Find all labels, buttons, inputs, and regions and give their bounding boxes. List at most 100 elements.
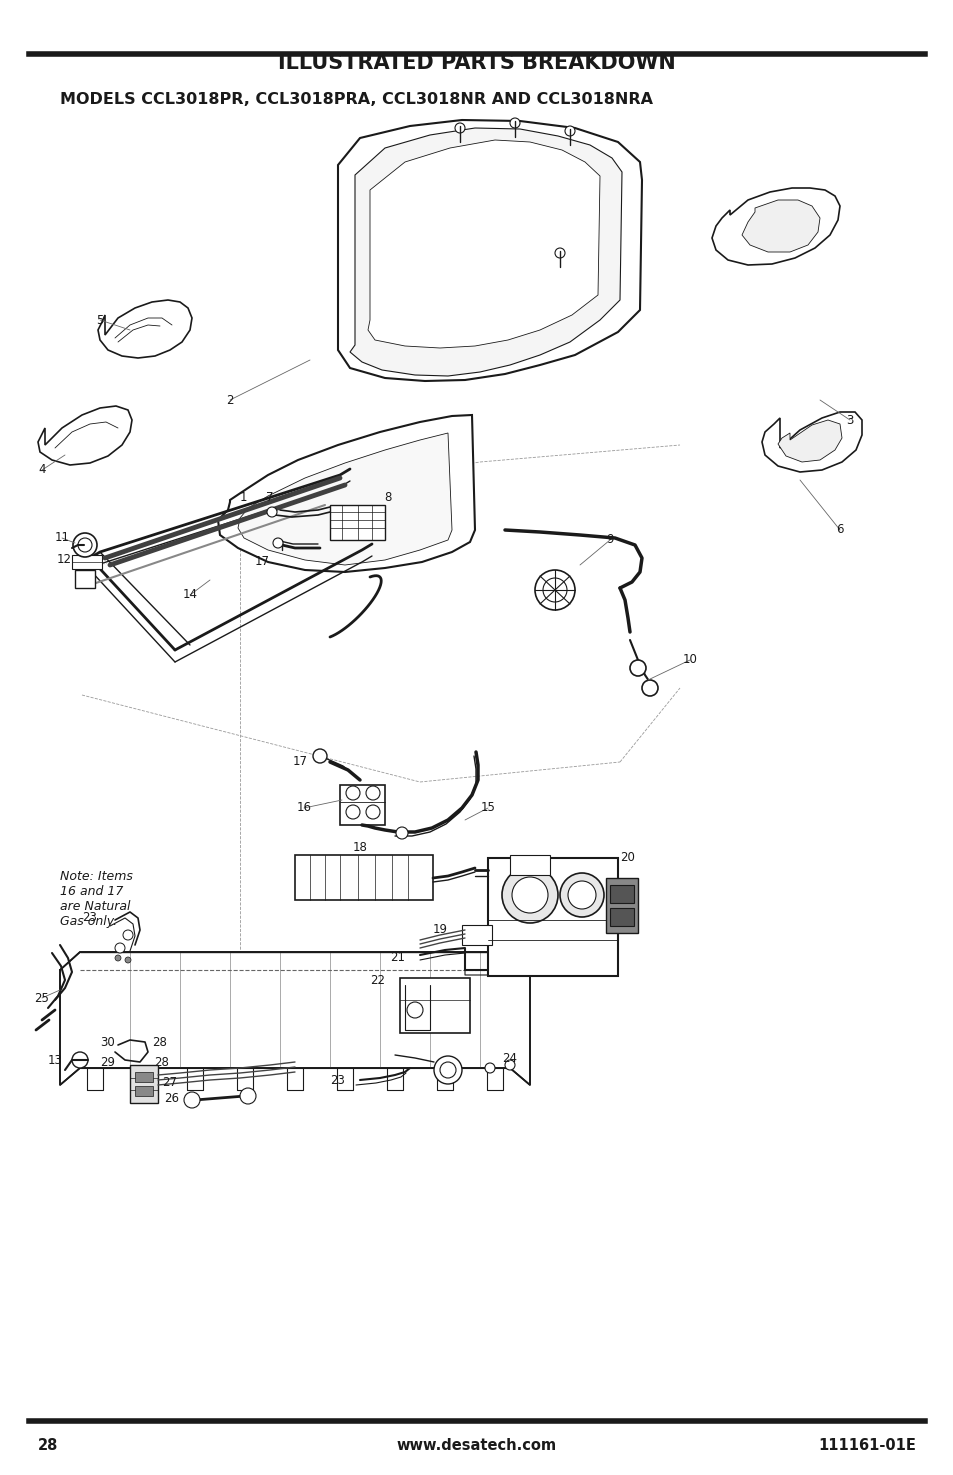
Circle shape — [641, 680, 658, 696]
Polygon shape — [711, 187, 840, 266]
Circle shape — [73, 532, 97, 558]
Bar — [130, 1065, 158, 1103]
Text: 25: 25 — [34, 991, 50, 1004]
Text: 12: 12 — [56, 553, 71, 566]
Text: 28: 28 — [38, 1438, 58, 1453]
Bar — [461, 925, 492, 945]
Circle shape — [504, 1061, 515, 1069]
Bar — [135, 1072, 152, 1083]
Text: 3: 3 — [845, 413, 853, 426]
Text: www.desatech.com: www.desatech.com — [396, 1438, 557, 1453]
Polygon shape — [350, 128, 621, 376]
Circle shape — [439, 1062, 456, 1078]
Polygon shape — [98, 299, 192, 358]
Polygon shape — [778, 420, 841, 462]
Circle shape — [555, 248, 564, 258]
Text: Note: Items
16 and 17
are Natural
Gas only.: Note: Items 16 and 17 are Natural Gas on… — [60, 870, 132, 928]
Text: 2: 2 — [226, 394, 233, 407]
Circle shape — [346, 786, 359, 799]
Text: 4: 4 — [38, 463, 46, 476]
Text: 11: 11 — [54, 531, 70, 544]
Text: 17: 17 — [293, 755, 307, 768]
Bar — [605, 878, 638, 934]
Circle shape — [184, 1092, 200, 1108]
Bar — [71, 555, 102, 569]
Circle shape — [484, 1063, 495, 1072]
Circle shape — [629, 659, 645, 676]
Circle shape — [267, 507, 276, 518]
Text: 20: 20 — [619, 851, 635, 864]
Circle shape — [559, 873, 603, 917]
Circle shape — [313, 749, 327, 763]
Circle shape — [115, 954, 121, 962]
Polygon shape — [761, 412, 862, 472]
Text: 28: 28 — [154, 1056, 170, 1068]
Text: 5: 5 — [96, 314, 104, 326]
Polygon shape — [38, 406, 132, 465]
Text: 9: 9 — [605, 534, 613, 547]
Circle shape — [366, 786, 379, 799]
Bar — [330, 504, 385, 540]
Text: ILLUSTRATED PARTS BREAKDOWN: ILLUSTRATED PARTS BREAKDOWN — [278, 53, 675, 72]
Text: 22: 22 — [370, 974, 385, 987]
Circle shape — [273, 538, 283, 549]
Circle shape — [407, 1002, 422, 1018]
Text: 1: 1 — [239, 491, 247, 504]
Text: 30: 30 — [100, 1035, 115, 1049]
Polygon shape — [218, 414, 475, 572]
Text: 29: 29 — [100, 1056, 115, 1068]
Bar — [488, 858, 618, 976]
Circle shape — [395, 827, 408, 839]
Text: 8: 8 — [384, 491, 392, 504]
Text: 10: 10 — [681, 653, 697, 667]
Polygon shape — [60, 951, 530, 1086]
Bar — [135, 1086, 152, 1096]
Text: 13: 13 — [48, 1053, 62, 1066]
Text: 26: 26 — [164, 1092, 179, 1105]
Circle shape — [535, 569, 575, 611]
Circle shape — [567, 881, 596, 909]
Circle shape — [71, 1052, 88, 1068]
Circle shape — [115, 943, 125, 953]
Text: 14: 14 — [182, 589, 197, 602]
Text: 7: 7 — [266, 491, 274, 504]
Bar — [294, 855, 433, 900]
Text: 16: 16 — [296, 801, 312, 814]
Circle shape — [123, 931, 132, 940]
Circle shape — [78, 538, 91, 552]
Bar — [399, 978, 470, 1032]
Polygon shape — [337, 119, 641, 381]
Text: 27: 27 — [162, 1075, 177, 1089]
Polygon shape — [741, 201, 820, 252]
Circle shape — [510, 118, 519, 128]
Text: 15: 15 — [480, 801, 495, 814]
Text: 21: 21 — [390, 951, 405, 965]
Text: 23: 23 — [83, 912, 97, 925]
Circle shape — [542, 578, 566, 602]
Circle shape — [125, 957, 131, 963]
Bar — [510, 855, 550, 875]
Bar — [339, 785, 385, 825]
Polygon shape — [237, 434, 452, 565]
Polygon shape — [368, 140, 599, 348]
Text: 6: 6 — [836, 524, 842, 537]
Text: MODELS CCL3018PR, CCL3018PRA, CCL3018NR AND CCL3018NRA: MODELS CCL3018PR, CCL3018PRA, CCL3018NR … — [60, 93, 652, 108]
Circle shape — [434, 1056, 461, 1084]
Text: 28: 28 — [152, 1035, 168, 1049]
Text: 18: 18 — [353, 842, 367, 854]
Circle shape — [366, 805, 379, 819]
Circle shape — [512, 878, 547, 913]
Bar — [75, 569, 95, 589]
Circle shape — [346, 805, 359, 819]
Bar — [609, 885, 634, 903]
Circle shape — [455, 122, 464, 133]
Text: 17: 17 — [254, 556, 269, 568]
Circle shape — [240, 1089, 255, 1103]
Text: 23: 23 — [331, 1074, 345, 1087]
Text: 24: 24 — [502, 1052, 517, 1065]
Bar — [609, 909, 634, 926]
Text: 111161-01E: 111161-01E — [818, 1438, 915, 1453]
Circle shape — [564, 125, 575, 136]
Text: 19: 19 — [432, 923, 447, 937]
Circle shape — [501, 867, 558, 923]
